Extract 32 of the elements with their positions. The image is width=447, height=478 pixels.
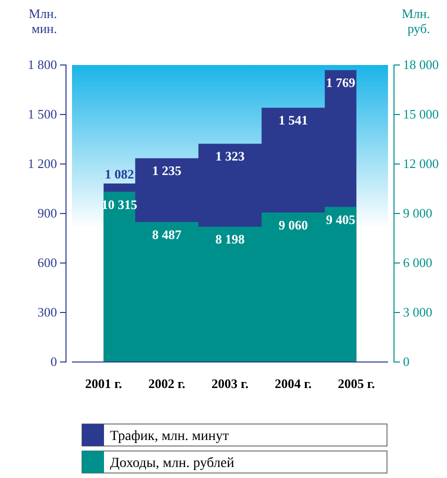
y-axis-title: Млн. мин. <box>28 6 57 36</box>
y2-axis-title: Млн. руб. <box>402 6 430 36</box>
x-tick-label: 2001 г. <box>85 376 122 391</box>
y2-tick-label: 0 <box>403 354 410 370</box>
y2-tick-label: 12 000 <box>403 156 439 172</box>
data-label: 1 541 <box>278 112 308 128</box>
data-label: 1 769 <box>326 75 356 90</box>
data-label: 1 323 <box>215 148 246 164</box>
x-tick-label: 2002 г. <box>148 376 186 391</box>
y-tick-label: 1 500 <box>28 106 57 122</box>
data-label: 9 405 <box>326 212 356 227</box>
data-label: 9 060 <box>278 218 308 233</box>
y-tick-label: 600 <box>38 255 57 270</box>
y2-tick-label: 15 000 <box>403 106 439 122</box>
y2-tick-label: 9 000 <box>403 206 432 221</box>
y-tick-label: 1 800 <box>28 57 57 72</box>
y-tick-label: 300 <box>38 304 57 320</box>
x-tick-label: 2003 г. <box>212 376 248 391</box>
data-label: 8 198 <box>215 232 246 247</box>
legend-label: Трафик, млн. минут <box>110 429 229 444</box>
data-label: 1 082 <box>104 166 134 182</box>
data-label: 8 487 <box>152 226 182 242</box>
x-tick-label: 2005 г. <box>338 376 375 391</box>
y2-tick-label: 18 000 <box>403 57 439 72</box>
y2-tick-label: 3 000 <box>403 304 432 320</box>
y-tick-label: 1 200 <box>28 156 57 172</box>
legend-label: Доходы, млн. рублей <box>110 456 235 471</box>
x-tick-label: 2004 г. <box>274 376 312 391</box>
data-label: 1 235 <box>152 163 182 178</box>
y2-tick-label: 6 000 <box>403 255 432 270</box>
y-tick-label: 0 <box>50 354 57 370</box>
y-tick-label: 900 <box>38 206 57 221</box>
